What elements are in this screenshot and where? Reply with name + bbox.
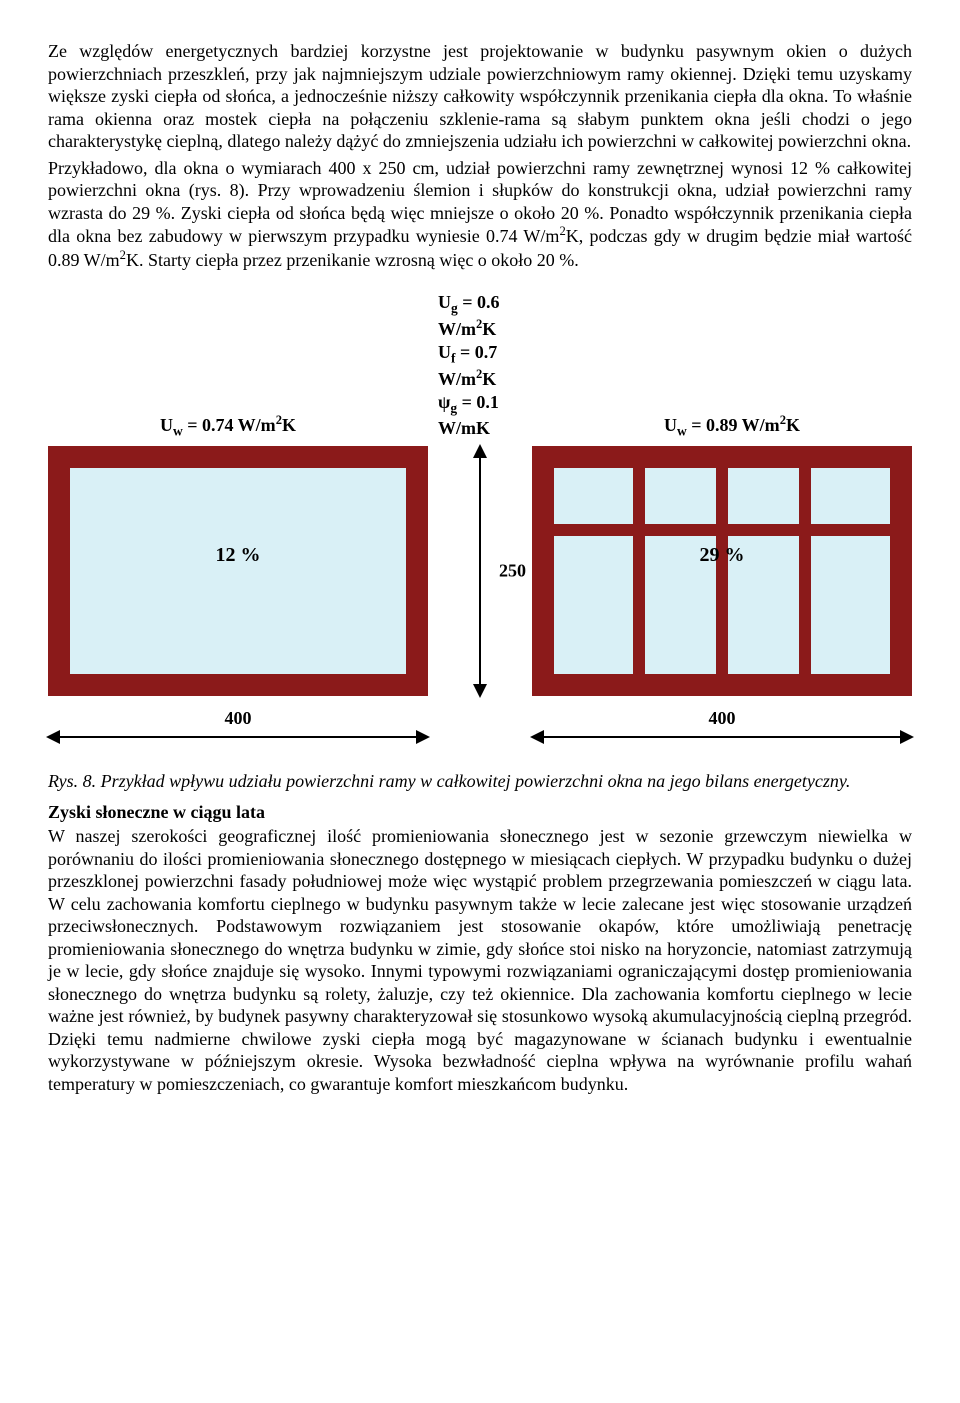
width-left-block: 400 — [48, 724, 428, 754]
width-right-block: 400 — [532, 724, 912, 754]
width-dimensions-row: 400 400 — [48, 724, 912, 754]
windows-row: 12 % 250 29 % — [48, 446, 912, 696]
body-paragraph-3: W naszej szerokości geograficznej ilość … — [48, 825, 912, 1095]
section-heading: Zyski słoneczne w ciągu lata — [48, 802, 912, 823]
psi-label: ψg = 0.1 W/mK — [438, 391, 552, 440]
body-paragraph-2: Przykładowo, dla okna o wymiarach 400 x … — [48, 157, 912, 272]
ug-label: Ug = 0.6 W/m2K — [438, 291, 552, 341]
uw-left-label: Uw = 0.74 W/m2K — [48, 413, 408, 440]
height-label: 250 — [499, 560, 526, 581]
uw-right-label: Uw = 0.89 W/m2K — [552, 413, 912, 440]
window-right: 29 % — [532, 446, 912, 696]
width-left-label: 400 — [48, 708, 428, 729]
window-left: 12 % — [48, 446, 428, 696]
figure-caption: Rys. 8. Przykład wpływu udziału powierzc… — [48, 770, 912, 793]
body-paragraph-1: Ze względów energetycznych bardziej korz… — [48, 40, 912, 153]
uf-label: Uf = 0.7 W/m2K — [438, 341, 552, 391]
width-right-label: 400 — [532, 708, 912, 729]
figure-parameters-row: Uw = 0.74 W/m2K Ug = 0.6 W/m2K Uf = 0.7 … — [48, 291, 912, 440]
center-params: Ug = 0.6 W/m2K Uf = 0.7 W/m2K ψg = 0.1 W… — [408, 291, 552, 440]
figure-8: Uw = 0.74 W/m2K Ug = 0.6 W/m2K Uf = 0.7 … — [48, 291, 912, 754]
height-dimension: 250 — [428, 446, 532, 696]
pct-right: 29 % — [532, 544, 912, 678]
pct-left: 12 % — [48, 544, 428, 678]
